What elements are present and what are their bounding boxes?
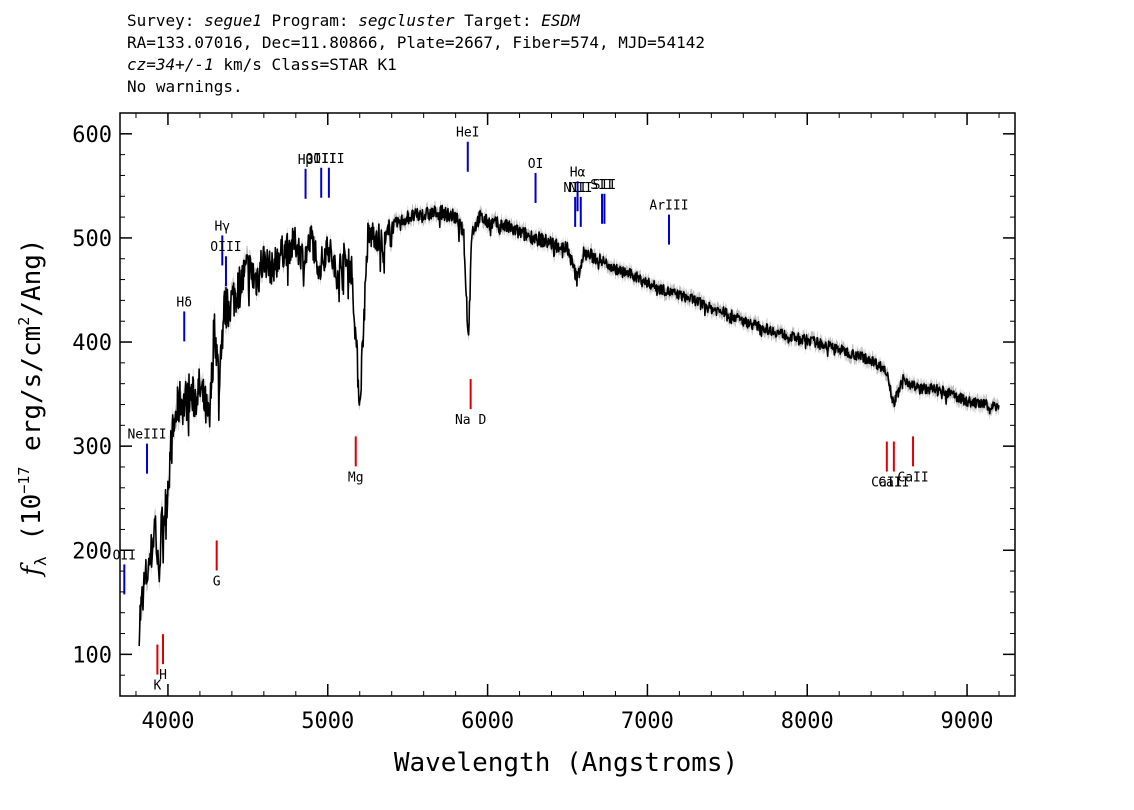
x-tick-label: 4000 <box>141 709 194 734</box>
emission-line-label: Hβ <box>298 153 314 168</box>
x-tick-label: 9000 <box>941 709 994 734</box>
absorption-line-label: CaII <box>897 470 928 485</box>
plot-frame <box>119 112 1016 697</box>
y-tick-label: 500 <box>72 227 112 252</box>
emission-line-label: HeI <box>456 126 479 141</box>
emission-line-label: SII <box>590 178 613 193</box>
x-axis-label: Wavelength (Angstroms) <box>394 748 738 778</box>
emission-line-label: OIII <box>306 152 337 167</box>
emission-line-label: NII <box>563 181 586 196</box>
absorption-line-label: Mg <box>348 470 364 485</box>
x-tick-label: 8000 <box>781 709 834 734</box>
emission-line-label: OII <box>113 548 136 563</box>
absorption-line-label: Na D <box>455 413 486 428</box>
absorption-line-label: CaII <box>878 476 909 491</box>
x-tick-label: 5000 <box>301 709 354 734</box>
emission-line-label: SII <box>593 178 616 193</box>
survey-name: segue1 <box>204 11 262 30</box>
header-line-warnings: No warnings. <box>127 77 243 96</box>
y-tick-label: 200 <box>72 539 112 564</box>
x-tick-label: 6000 <box>461 709 514 734</box>
y-tick-label: 300 <box>72 435 112 460</box>
y-tick-label: 400 <box>72 331 112 356</box>
flux-spectrum-line <box>138 204 1000 647</box>
absorption-line-label: G <box>213 574 221 589</box>
emission-line-label: OIII <box>313 152 344 167</box>
y-axis-label: fλ (10−17 erg/s/cm2/Ang) <box>15 238 50 577</box>
emission-line-label: Hα <box>570 165 586 180</box>
program-name: segcluster <box>358 11 455 30</box>
x-tick-label: 7000 <box>621 709 674 734</box>
emission-line-label: NeIII <box>127 428 166 443</box>
header-line-redshift: cz=34+/-1 km/s Class=STAR K1 <box>127 54 705 76</box>
emission-line-label: NII <box>569 181 592 196</box>
header-line-survey: Survey: segue1 Program: segcluster Targe… <box>127 11 580 30</box>
emission-line-label: OIII <box>210 240 241 255</box>
absorption-line-label: CaII <box>871 476 902 491</box>
spectrum-line-layer <box>138 204 1000 647</box>
absorption-line-label: H <box>159 668 167 683</box>
y-tick-label: 600 <box>72 123 112 148</box>
emission-line-label: Hδ <box>176 295 192 310</box>
line-marker-layer: HβOIIIOIIIHγOIIIHδNeIIIOIIHeIOINIIHαNIIS… <box>113 126 929 694</box>
header-line-coordinates: RA=133.07016, Dec=11.80866, Plate=2667, … <box>127 33 705 52</box>
emission-line-label: Hγ <box>214 219 230 234</box>
absorption-line-label: K <box>153 679 161 694</box>
axis-tick-layer: 4000 5000 6000 7000 8000 9000 100 200 300 400 500 6… <box>72 112 1015 734</box>
class-value: km/s Class=STAR K1 <box>213 55 397 74</box>
spectrum-header: Survey: segue1 Program: segcluster Targe… <box>127 10 705 98</box>
y-tick-label: 100 <box>72 643 112 668</box>
emission-line-label: OI <box>528 157 544 172</box>
redshift-value: cz=34+/-1 <box>127 55 214 74</box>
target-name: ESDM <box>541 11 580 30</box>
emission-line-label: ArIII <box>649 199 688 214</box>
